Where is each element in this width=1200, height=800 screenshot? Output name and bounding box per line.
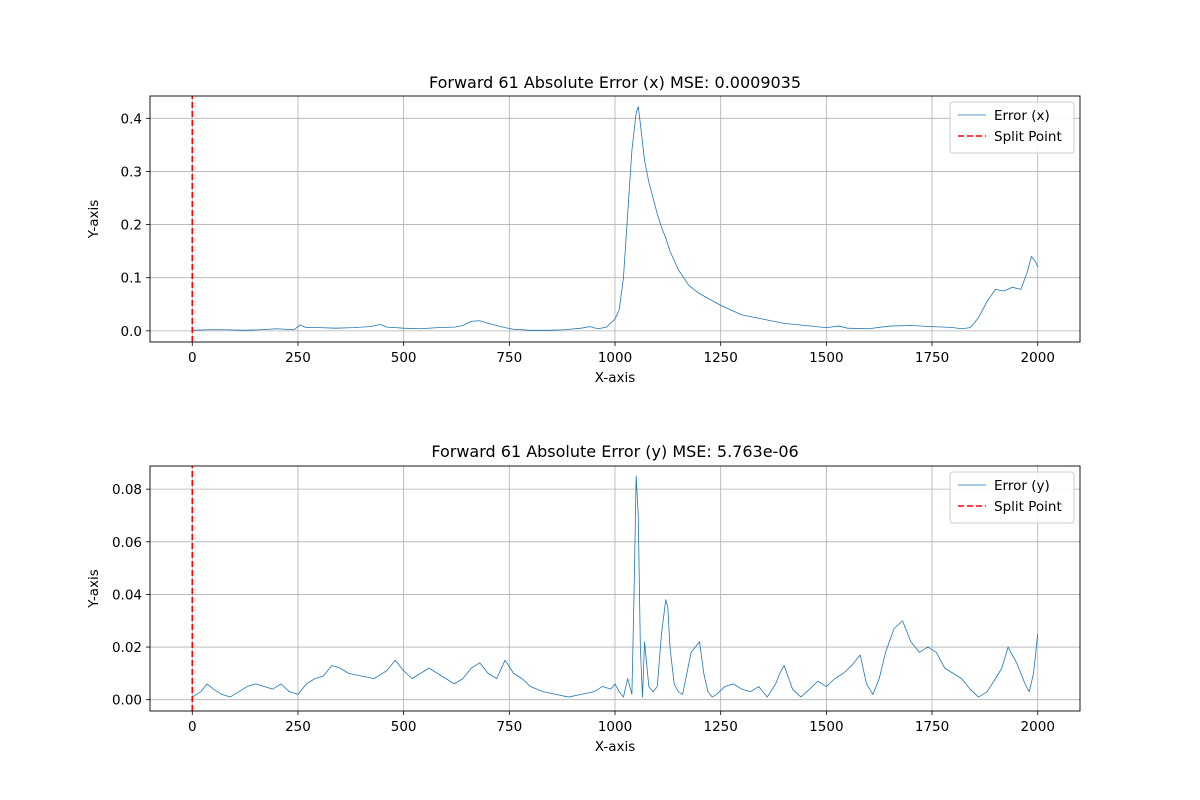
chart-x-error: Forward 61 Absolute Error (x) MSE: 0.000… xyxy=(86,73,1081,386)
y-tick-label: 0.04 xyxy=(112,587,142,603)
x-axis-label: X-axis xyxy=(595,739,636,755)
x-tick-label: 0 xyxy=(188,350,197,366)
x-tick-label: 500 xyxy=(391,350,417,366)
x-tick-label: 2000 xyxy=(1021,350,1055,366)
x-tick-label: 500 xyxy=(391,719,417,735)
x-tick-label: 750 xyxy=(496,719,522,735)
y-tick-label: 0.00 xyxy=(112,693,142,709)
x-tick-label: 250 xyxy=(285,719,311,735)
chart-title: Forward 61 Absolute Error (y) MSE: 5.763… xyxy=(431,442,798,461)
x-tick-label: 1250 xyxy=(704,350,738,366)
legend-label: Split Point xyxy=(994,129,1062,145)
y-tick-label: 0.02 xyxy=(112,640,142,656)
y-tick-label: 0.3 xyxy=(121,164,142,180)
legend-label: Split Point xyxy=(994,499,1062,515)
y-tick-label: 0.08 xyxy=(112,482,142,498)
legend: Error (y) Split Point xyxy=(949,471,1075,524)
x-tick-label: 1750 xyxy=(915,350,949,366)
y-tick-label: 0.2 xyxy=(121,218,142,234)
legend-label: Error (x) xyxy=(994,108,1050,124)
series-line xyxy=(192,106,1039,331)
x-tick-label: 1500 xyxy=(809,719,843,735)
x-tick-label: 750 xyxy=(496,350,522,366)
series-line xyxy=(192,475,1039,698)
y-tick-label: 0.1 xyxy=(121,271,142,287)
chart-title: Forward 61 Absolute Error (x) MSE: 0.000… xyxy=(429,73,801,92)
x-tick-label: 1750 xyxy=(915,719,949,735)
y-tick-label: 0.0 xyxy=(121,324,142,340)
x-tick-label: 1500 xyxy=(809,350,843,366)
x-tick-label: 1000 xyxy=(598,719,632,735)
x-tick-label: 250 xyxy=(285,350,311,366)
y-tick-label: 0.06 xyxy=(112,535,142,551)
legend-label: Error (y) xyxy=(994,478,1050,494)
x-tick-label: 2000 xyxy=(1021,719,1055,735)
x-tick-label: 1250 xyxy=(704,719,738,735)
y-axis-label: Y-axis xyxy=(86,569,102,609)
y-axis-label: Y-axis xyxy=(86,200,102,240)
y-tick-label: 0.4 xyxy=(121,111,142,127)
x-axis-label: X-axis xyxy=(595,370,636,386)
legend: Error (x) Split Point xyxy=(949,101,1075,154)
chart-y-error: Forward 61 Absolute Error (y) MSE: 5.763… xyxy=(86,442,1081,755)
x-tick-label: 1000 xyxy=(598,350,632,366)
x-tick-label: 0 xyxy=(188,719,197,735)
